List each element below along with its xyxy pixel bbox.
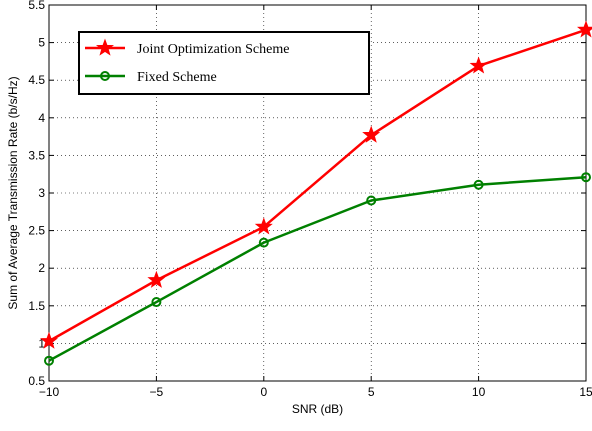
x-tick-label: 10 xyxy=(472,385,486,399)
x-tick-label: 15 xyxy=(579,385,592,399)
series-group xyxy=(39,20,592,366)
data-point xyxy=(258,237,269,248)
y-tick-label: 4.5 xyxy=(28,73,45,87)
legend-label: Fixed Scheme xyxy=(137,70,217,85)
series-joint-optimization xyxy=(39,20,592,349)
y-tick-label: 2.5 xyxy=(28,224,45,238)
data-point xyxy=(44,355,54,366)
data-point xyxy=(254,217,273,235)
data-point xyxy=(366,195,377,206)
y-tick-label: 1.5 xyxy=(28,299,45,313)
series-line xyxy=(48,28,587,343)
x-tick-label: 5 xyxy=(368,385,375,399)
legend-marker xyxy=(95,38,115,56)
data-point xyxy=(39,331,59,349)
data-point xyxy=(576,20,592,38)
data-point xyxy=(469,56,488,74)
data-point xyxy=(362,125,381,143)
y-tick-label: 2 xyxy=(38,261,45,275)
y-tick-label: 3.5 xyxy=(28,148,45,162)
series-line xyxy=(48,175,587,362)
y-tick-label: 1 xyxy=(38,336,45,350)
legend-box xyxy=(78,31,370,95)
data-point xyxy=(581,172,591,183)
y-tick-label: 5.5 xyxy=(28,0,45,12)
y-tick-label: 0.5 xyxy=(28,374,45,388)
x-tick-label: −10 xyxy=(39,385,60,399)
x-axis-title: SNR (dB) xyxy=(292,402,343,416)
x-tick-label: 0 xyxy=(260,385,267,399)
y-tick-label: 4 xyxy=(38,111,45,125)
legend-label: Joint Optimization Scheme xyxy=(137,42,289,57)
data-point xyxy=(147,270,166,288)
data-point xyxy=(151,297,162,308)
legend: Joint Optimization Scheme Fixed Scheme xyxy=(78,31,370,95)
x-tick-label: −5 xyxy=(150,385,164,399)
y-tick-label: 3 xyxy=(38,186,45,200)
legend-marker xyxy=(100,71,110,81)
series-fixed-scheme xyxy=(44,172,591,366)
data-point xyxy=(473,179,484,190)
axis-ticks: −10 −5 0 5 10 15 0.5 1 1.5 2 2.5 3 3.5 4 4.5 5 5.5 xyxy=(28,0,592,399)
y-tick-label: 5 xyxy=(38,36,45,50)
y-axis-title: Sum of Average Transmission Rate (b/s/Hz… xyxy=(6,76,20,309)
